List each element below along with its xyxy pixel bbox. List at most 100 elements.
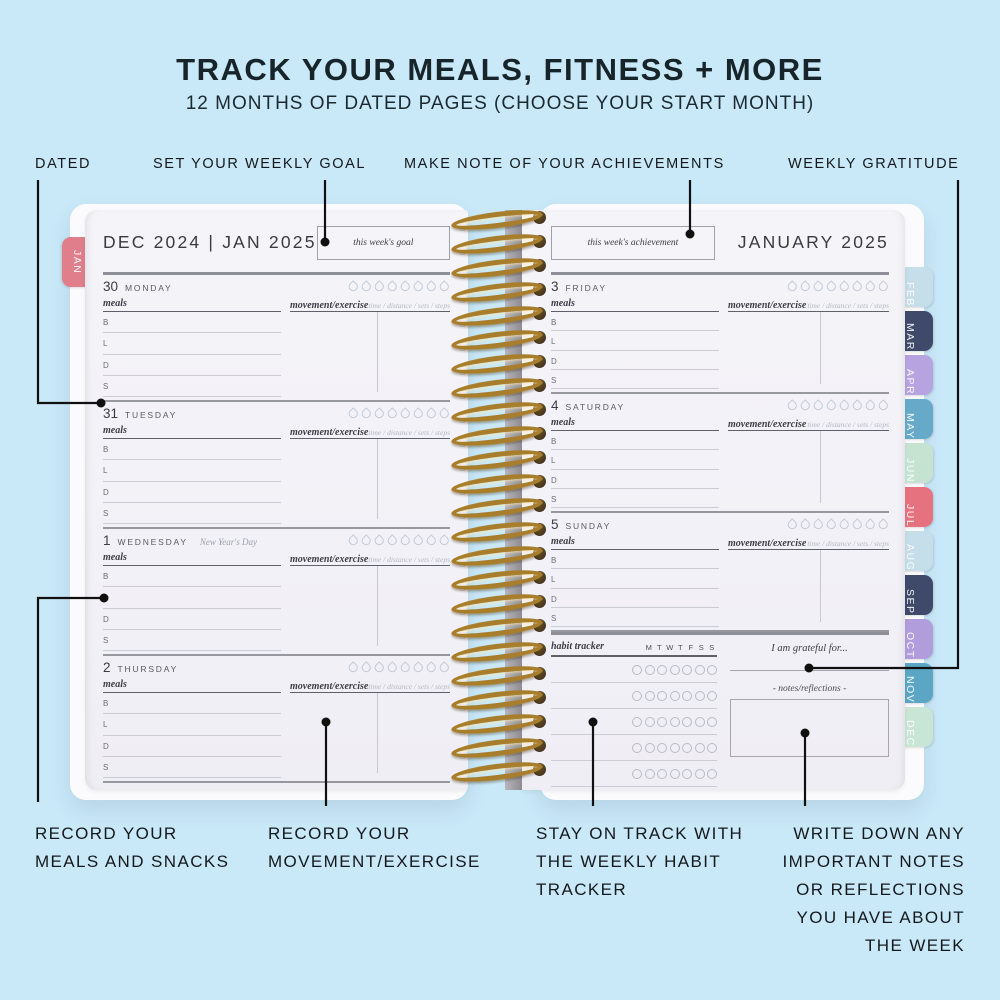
weekly-goal-box: this week's goal bbox=[316, 226, 450, 260]
meals-label: meals bbox=[103, 425, 282, 439]
habit-checkbox-circle bbox=[694, 690, 705, 701]
movement-column: movement/exercise time / distance / sets … bbox=[290, 425, 450, 524]
habit-day-letter: F bbox=[688, 643, 694, 652]
meal-row-l: L bbox=[551, 569, 719, 589]
spiral-coil-loop bbox=[450, 398, 544, 426]
water-droplet-icon bbox=[346, 661, 359, 674]
spiral-hole bbox=[457, 340, 468, 351]
habit-checkbox-circle bbox=[707, 742, 717, 753]
day-number: 30 bbox=[103, 279, 119, 294]
meal-row-l: L bbox=[551, 450, 719, 470]
spiral-hole bbox=[457, 244, 468, 255]
day-header: 30 MONDAY bbox=[103, 275, 450, 298]
metrics-label: time / distance / sets / steps bbox=[368, 301, 450, 310]
spiral-wire-end bbox=[533, 595, 546, 608]
meal-row-d: D bbox=[551, 351, 719, 370]
water-droplet-icon bbox=[411, 407, 424, 420]
spiral-hole bbox=[457, 628, 468, 639]
spiral-hole bbox=[457, 772, 468, 783]
spiral-wire-end bbox=[533, 523, 546, 536]
movement-label: movement/exercise bbox=[728, 538, 807, 549]
annotation-record-movement: RECORD YOUR MOVEMENT/EXERCISE bbox=[268, 824, 481, 871]
water-droplet-icon bbox=[437, 534, 450, 547]
spiral-hole bbox=[457, 748, 468, 759]
holiday-note: New Year's Day bbox=[199, 536, 257, 547]
meal-row-l: L bbox=[103, 714, 282, 736]
habit-checkbox-circle bbox=[644, 716, 655, 727]
meal-row-l: L bbox=[551, 331, 719, 351]
meals-column: meals B L D S bbox=[103, 425, 282, 524]
water-droplet-icon bbox=[837, 399, 850, 412]
water-droplet-icon bbox=[359, 661, 372, 674]
meals-label: meals bbox=[551, 417, 719, 431]
water-droplet-icon bbox=[398, 534, 411, 547]
spiral-hole bbox=[457, 268, 468, 279]
spiral-wire-end bbox=[533, 691, 546, 704]
spiral-hole bbox=[457, 412, 468, 423]
habit-checkbox-circle bbox=[682, 742, 692, 753]
spiral-coil-loop bbox=[450, 590, 544, 618]
habit-checkbox-circle bbox=[669, 742, 680, 753]
meal-row-s: S bbox=[103, 376, 282, 397]
spiral-wire-end bbox=[533, 355, 546, 368]
water-droplet-icon bbox=[798, 280, 811, 293]
day-name: FRIDAY bbox=[565, 283, 607, 293]
annotation-notes-reflections: WRITE DOWN ANY IMPORTANT NOTES OR REFLEC… bbox=[782, 824, 965, 955]
meal-row-d: D bbox=[103, 482, 282, 503]
day-name: MONDAY bbox=[125, 283, 173, 293]
meal-row-d: D bbox=[551, 589, 719, 608]
annotation-habit-tracker: STAY ON TRACK WITH THE WEEKLY HABIT TRAC… bbox=[536, 824, 744, 899]
meal-row-s: S bbox=[551, 370, 719, 389]
spiral-hole bbox=[457, 700, 468, 711]
movement-label: movement/exercise bbox=[290, 681, 369, 692]
habit-checkbox-circle bbox=[707, 768, 717, 779]
habit-checkbox-circle bbox=[632, 742, 642, 753]
weekly-achievement-label: this week's achievement bbox=[587, 238, 679, 248]
water-droplet-icon bbox=[372, 280, 385, 293]
spiral-wire-end bbox=[533, 259, 546, 272]
spiral-coil-loop bbox=[450, 494, 544, 522]
metrics-label: time / distance / sets / steps bbox=[807, 301, 889, 310]
water-droplet-icon bbox=[850, 280, 863, 293]
spiral-coil-loop bbox=[450, 662, 544, 690]
habit-checkbox-circle bbox=[669, 716, 680, 727]
water-droplet-icon bbox=[437, 407, 450, 420]
water-droplet-icon bbox=[824, 399, 837, 412]
water-droplet-icon bbox=[346, 280, 359, 293]
meal-row-s: S bbox=[103, 757, 282, 778]
habit-day-letter: W bbox=[666, 643, 674, 652]
metrics-column-divider bbox=[820, 312, 821, 384]
gratitude-column: I am grateful for... - notes/reflections… bbox=[730, 641, 889, 784]
water-droplet-icon bbox=[424, 280, 437, 293]
movement-header: movement/exercise time / distance / sets … bbox=[290, 552, 450, 566]
movement-writing-area bbox=[728, 312, 889, 389]
habit-checkbox-circle bbox=[707, 690, 717, 701]
metrics-label: time / distance / sets / steps bbox=[807, 420, 889, 429]
water-droplet-icon bbox=[785, 280, 798, 293]
habit-tracker-label: habit tracker bbox=[551, 641, 605, 652]
habit-checkbox-circle bbox=[632, 716, 642, 727]
spiral-hole bbox=[457, 676, 468, 687]
spiral-coil-loop bbox=[450, 446, 544, 474]
movement-label: movement/exercise bbox=[290, 300, 369, 311]
habit-checkbox-circle bbox=[694, 716, 705, 727]
spiral-hole bbox=[457, 292, 468, 303]
spiral-hole bbox=[457, 460, 468, 471]
spiral-coil-loop bbox=[450, 734, 544, 762]
day-header: 5 SUNDAY bbox=[551, 513, 889, 536]
habit-checkbox-circle bbox=[644, 742, 655, 753]
water-droplet-icon bbox=[359, 534, 372, 547]
spiral-coil-loop bbox=[450, 710, 544, 738]
spiral-hole bbox=[457, 220, 468, 231]
water-droplet-icon bbox=[411, 534, 424, 547]
water-droplet-icon bbox=[359, 280, 372, 293]
spiral-hole bbox=[457, 724, 468, 735]
habit-day-letter: S bbox=[709, 643, 715, 652]
spiral-wire-end bbox=[533, 331, 546, 344]
spiral-hole bbox=[457, 604, 468, 615]
spiral-coil-loop bbox=[450, 614, 544, 642]
